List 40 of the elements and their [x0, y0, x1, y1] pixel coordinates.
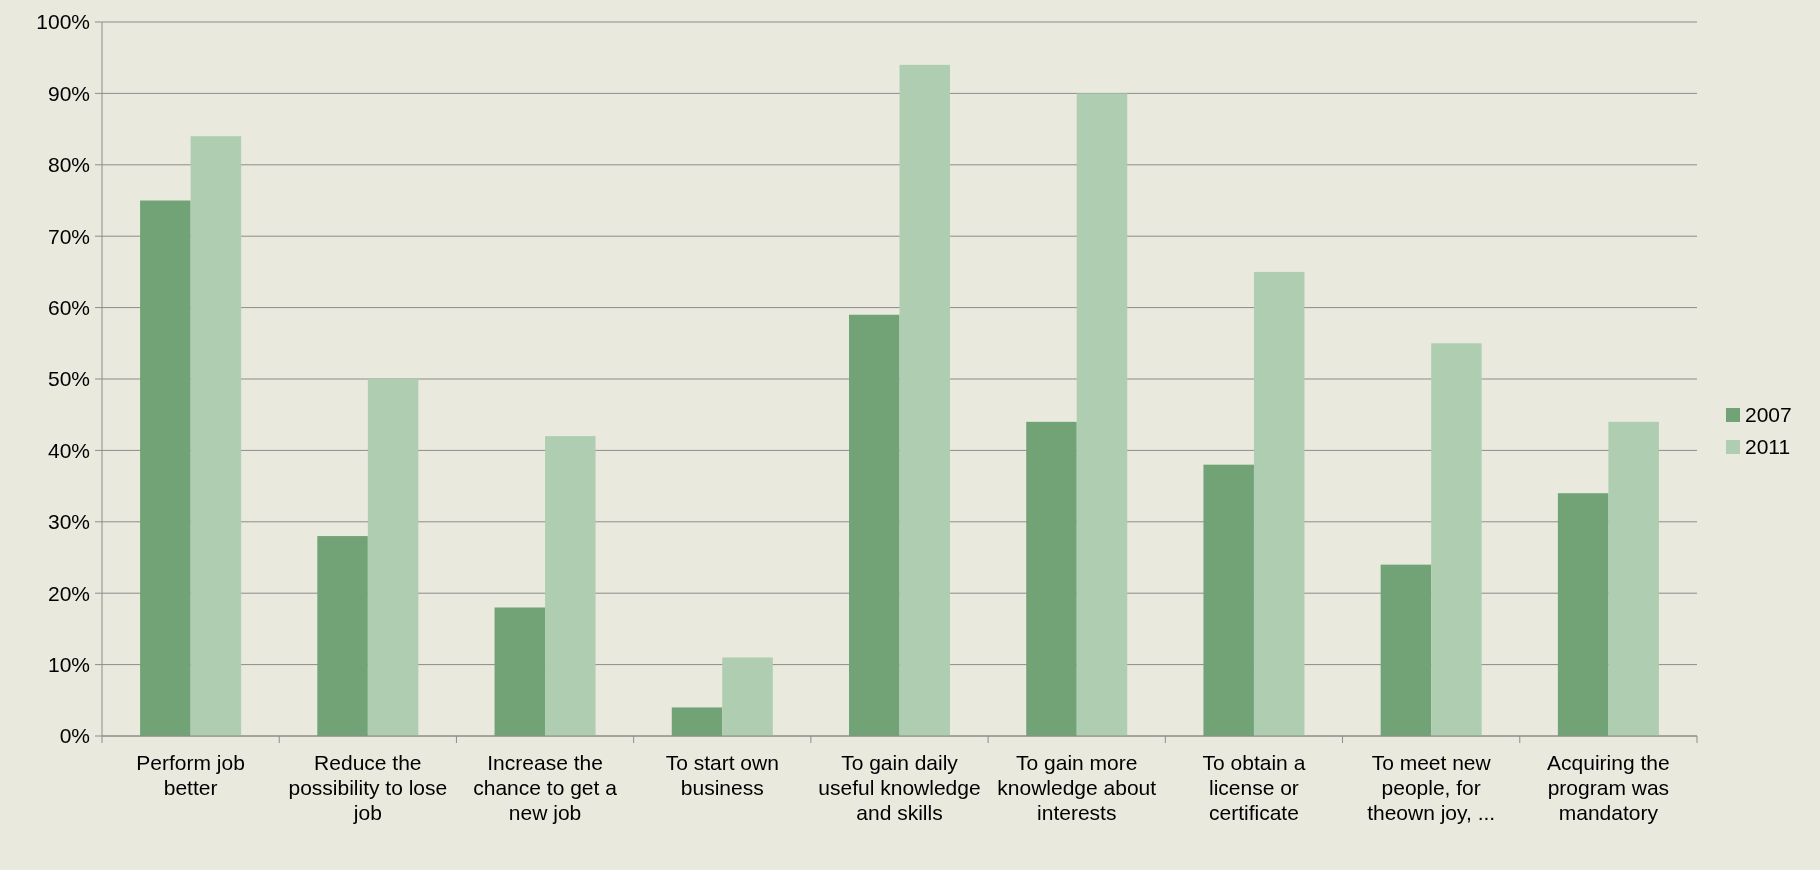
bar — [1253, 271, 1305, 736]
bar — [494, 607, 546, 736]
legend-label: 2011 — [1745, 435, 1791, 459]
y-tick-label: 0% — [59, 724, 90, 748]
y-tick-label: 70% — [47, 224, 90, 248]
bar — [848, 314, 900, 736]
y-tick-label: 60% — [47, 295, 90, 319]
x-tick-label: To gain daily useful knowledge and skills — [818, 751, 981, 824]
y-tick-label: 100% — [36, 10, 90, 34]
bar — [140, 200, 191, 736]
legend-label: 2007 — [1745, 403, 1792, 427]
bar — [1557, 493, 1609, 736]
y-tick-label: 30% — [47, 510, 90, 534]
bar — [722, 657, 773, 736]
y-tick-label: 10% — [47, 652, 90, 676]
y-tick-label: 20% — [47, 581, 90, 605]
bar — [367, 379, 419, 736]
bar — [1076, 93, 1128, 736]
x-tick-label: Increase the chance to get a new job — [473, 751, 618, 824]
x-tick-label: Acquiring the program was mandatory — [1547, 751, 1670, 824]
y-tick-label: 50% — [47, 367, 90, 391]
x-tick-label: To meet new people, for theown joy, ... — [1367, 751, 1496, 824]
bar — [899, 64, 951, 736]
bar — [671, 707, 723, 736]
x-tick-label: Reduce the possibility to lose job — [288, 751, 448, 824]
x-tick-label: To start own business — [665, 751, 779, 799]
y-tick-label: 90% — [47, 81, 90, 105]
x-tick-label: To obtain a license or certificate — [1202, 751, 1306, 824]
bar — [1203, 464, 1254, 736]
x-tick-label: To gain more knowledge about interests — [997, 751, 1157, 824]
bar — [1608, 421, 1659, 736]
y-tick-label: 80% — [47, 153, 90, 177]
bar — [317, 536, 368, 736]
x-tick-label: Perform job better — [136, 751, 245, 799]
bar — [545, 436, 596, 736]
bar — [1380, 564, 1432, 736]
y-tick-label: 40% — [47, 438, 90, 462]
bar — [1026, 421, 1077, 736]
bar — [190, 136, 242, 736]
bar — [1431, 343, 1482, 736]
